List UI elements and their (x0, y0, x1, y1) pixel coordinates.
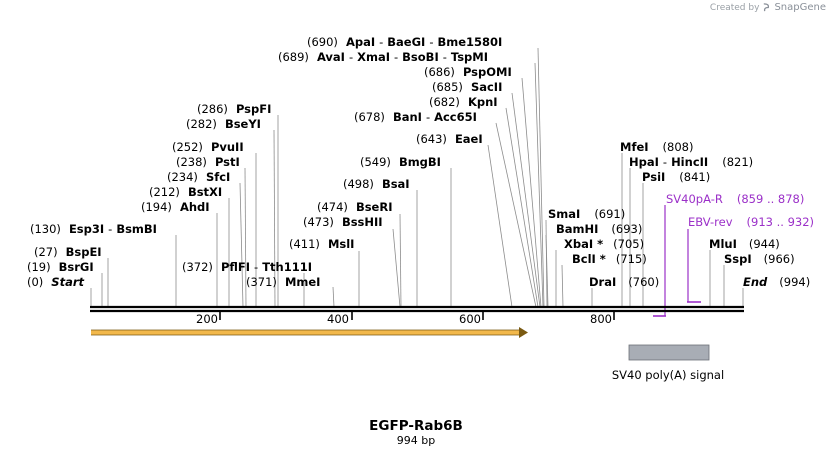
site-label[interactable]: (130) Esp3I - BsmBI (30, 222, 157, 236)
site-label[interactable]: (473) BssHII (303, 215, 383, 229)
site-label[interactable]: HpaI - HincII (821) (629, 155, 753, 169)
axis-tick-label: 200 (196, 312, 218, 326)
sequence-length: 994 bp (397, 434, 435, 447)
site-label[interactable]: XbaI * (705) (564, 237, 644, 251)
dna-backbone (90, 305, 744, 313)
primer-markers (653, 205, 701, 317)
site-label[interactable]: SspI (966) (724, 252, 795, 266)
end-marker: End (994) (743, 275, 810, 289)
site-label[interactable]: (549) BmgBI (360, 155, 441, 169)
site-label[interactable]: (690) ApaI - BaeGI - Bme1580I (307, 35, 502, 49)
axis-tick-label: 800 (590, 312, 612, 326)
site-label[interactable]: (498) BsaI (343, 177, 410, 191)
site-label[interactable]: (234) SfcI (167, 170, 230, 184)
site-label[interactable]: MfeI (808) (620, 140, 693, 154)
credit-prefix: Created by (709, 2, 760, 13)
sv40-polya-feature[interactable] (628, 344, 710, 361)
site-label[interactable]: (411) MslI (289, 237, 354, 251)
site-label[interactable]: BamHI (693) (556, 222, 642, 236)
site-leader-lines (90, 47, 744, 308)
site-label[interactable]: (643) EaeI (416, 132, 483, 146)
site-label[interactable]: (282) BseYI (186, 117, 261, 131)
snapgene-logo-icon (764, 3, 770, 12)
site-label[interactable]: SmaI (691) (548, 207, 625, 221)
site-label[interactable]: DraI (760) (589, 275, 659, 289)
credit-brand: SnapGene (774, 2, 826, 13)
site-label[interactable]: (252) PvuII (172, 140, 244, 154)
site-label[interactable]: (678) BanI - Acc65I (354, 110, 477, 124)
primer-label-ebv-rev[interactable]: EBV-rev (913 .. 932) (688, 215, 814, 229)
site-label[interactable]: BclI * (715) (572, 252, 647, 266)
site-label[interactable]: MluI (944) (709, 237, 780, 251)
site-label[interactable]: (686) PspOMI (424, 65, 512, 79)
site-label[interactable]: (372) PflFI - Tth111I (182, 260, 312, 274)
axis-tick-label: 400 (327, 312, 349, 326)
start-marker: (0) Start (27, 275, 85, 289)
site-label[interactable]: (474) BseRI (317, 200, 392, 214)
orf-feature-arrow[interactable] (91, 327, 528, 338)
site-label[interactable]: (212) BstXI (149, 185, 222, 199)
site-label[interactable]: (19) BsrGI (27, 260, 94, 274)
site-label[interactable]: (371) MmeI (246, 275, 320, 289)
site-label[interactable]: (682) KpnI (429, 95, 498, 109)
site-label[interactable]: (27) BspEI (34, 245, 102, 259)
feature-label-sv40-polya: SV40 poly(A) signal (612, 368, 724, 382)
map-title: EGFP-Rab6B (369, 418, 463, 434)
axis-ticks: 200 400 600 800 (196, 312, 615, 326)
site-label[interactable]: (689) AvaI - XmaI - BsoBI - TspMI (278, 50, 488, 64)
site-label[interactable]: PsiI (841) (642, 170, 710, 184)
site-label[interactable]: (685) SacII (432, 80, 502, 94)
site-label[interactable]: (238) PstI (176, 155, 240, 169)
primer-label-sv40pa-r[interactable]: SV40pA-R (859 .. 878) (666, 192, 804, 206)
axis-tick-label: 600 (459, 312, 481, 326)
site-label[interactable]: (194) AhdI (141, 200, 210, 214)
snapgene-credit: Created by SnapGene (710, 2, 826, 13)
site-label[interactable]: (286) PspFI (197, 102, 271, 116)
